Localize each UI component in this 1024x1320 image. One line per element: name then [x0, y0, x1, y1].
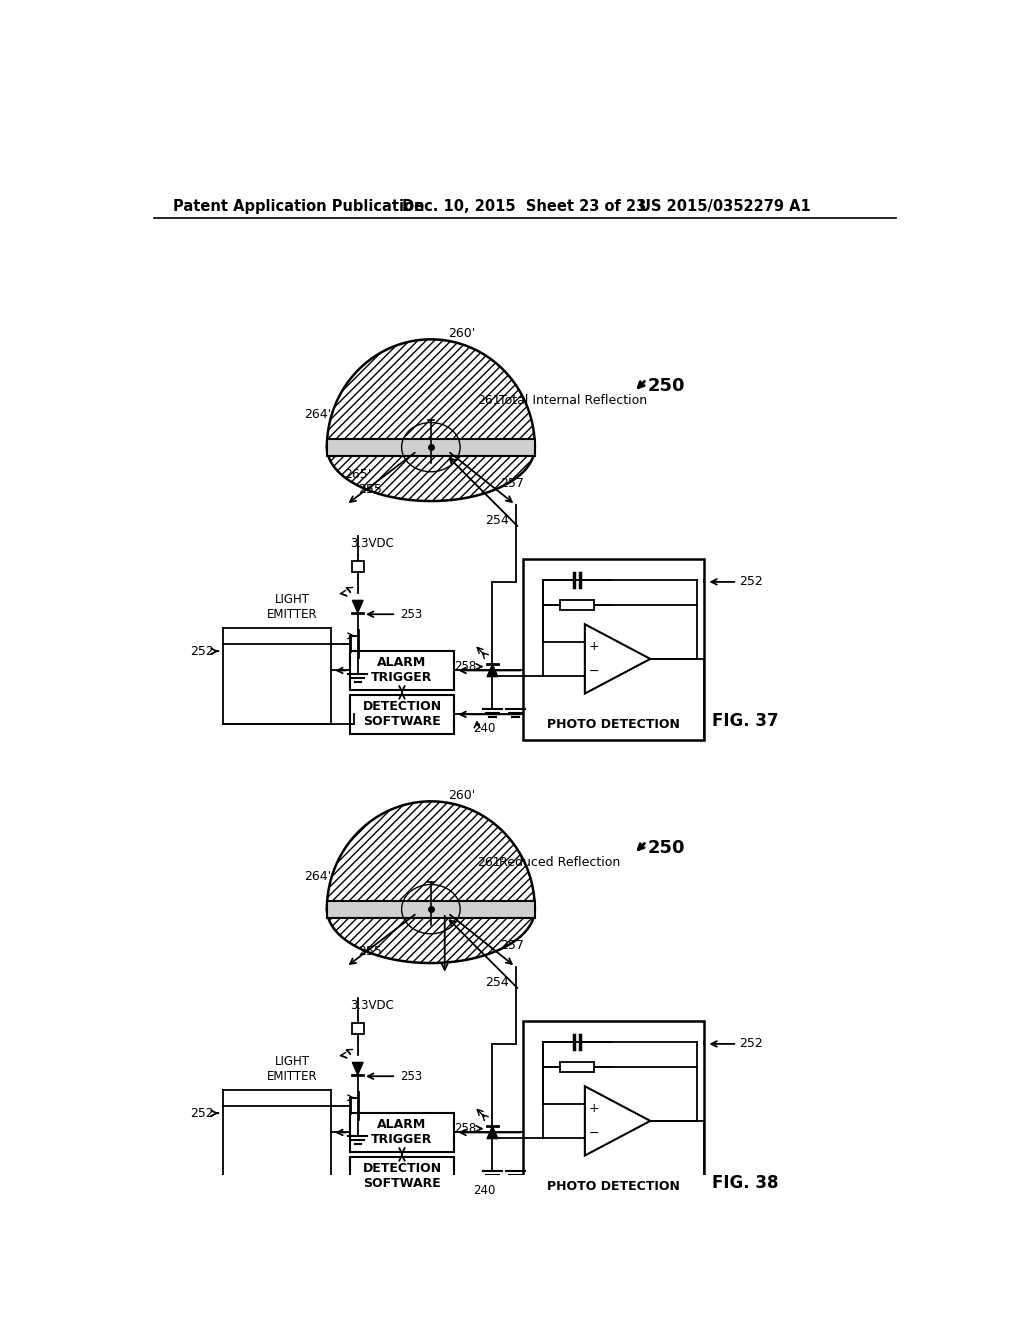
Bar: [350, 696, 454, 734]
Text: 252: 252: [190, 644, 214, 657]
Polygon shape: [352, 1063, 364, 1074]
Text: Reduced Reflection: Reduced Reflection: [490, 857, 621, 870]
Text: 3.3VDC: 3.3VDC: [350, 537, 394, 550]
Text: LIGHT
EMITTER: LIGHT EMITTER: [267, 1055, 317, 1082]
Text: 255: 255: [357, 945, 382, 958]
Text: DETECTION
SOFTWARE: DETECTION SOFTWARE: [362, 701, 441, 729]
Text: 258: 258: [454, 1122, 476, 1135]
Bar: [350, 651, 454, 689]
Bar: [559, 1063, 594, 1072]
Polygon shape: [585, 1086, 650, 1155]
Text: LIGHT
EMITTER: LIGHT EMITTER: [267, 593, 317, 620]
Text: 253: 253: [400, 607, 422, 620]
Text: PHOTO DETECTION: PHOTO DETECTION: [547, 718, 680, 731]
Text: 261': 261': [477, 395, 504, 408]
Text: DETECTION
SOFTWARE: DETECTION SOFTWARE: [362, 1163, 441, 1191]
Polygon shape: [585, 624, 650, 693]
Text: ALARM
TRIGGER: ALARM TRIGGER: [372, 1118, 433, 1147]
Text: 260': 260': [447, 789, 475, 803]
Text: 3.3VDC: 3.3VDC: [350, 999, 394, 1012]
Text: 255: 255: [357, 483, 382, 496]
Text: 257: 257: [500, 477, 524, 490]
Bar: [351, 561, 364, 573]
Polygon shape: [352, 601, 364, 612]
Text: 252: 252: [190, 1106, 214, 1119]
Text: Total Internal Reflection: Total Internal Reflection: [490, 395, 647, 408]
Polygon shape: [327, 909, 535, 964]
Bar: [351, 1023, 364, 1035]
Text: 261': 261': [477, 857, 504, 870]
Text: 257: 257: [500, 939, 524, 952]
Text: ALARM
TRIGGER: ALARM TRIGGER: [372, 656, 433, 685]
Text: 250: 250: [648, 838, 685, 857]
Text: Patent Application Publication: Patent Application Publication: [173, 198, 424, 214]
Polygon shape: [327, 447, 535, 502]
Polygon shape: [327, 339, 535, 447]
Text: 252: 252: [739, 576, 763, 589]
Text: 250: 250: [648, 376, 685, 395]
Text: +: +: [589, 1102, 599, 1115]
Text: 240: 240: [473, 1184, 496, 1197]
Text: +: +: [589, 640, 599, 653]
Text: −: −: [589, 1127, 599, 1140]
Text: FIG. 37: FIG. 37: [712, 711, 778, 730]
Bar: [350, 1113, 454, 1151]
Text: PHOTO DETECTION: PHOTO DETECTION: [547, 1180, 680, 1193]
Text: 240: 240: [473, 722, 496, 735]
Text: 254: 254: [484, 975, 509, 989]
Bar: [327, 438, 535, 455]
Bar: [327, 900, 535, 917]
Text: −: −: [589, 665, 599, 678]
Bar: [350, 1158, 454, 1196]
Text: 258: 258: [454, 660, 476, 673]
Text: 260': 260': [447, 327, 475, 341]
Text: FIG. 38: FIG. 38: [712, 1173, 778, 1192]
Bar: [523, 1020, 705, 1201]
Polygon shape: [327, 801, 535, 909]
Text: 253: 253: [400, 1069, 422, 1082]
Text: 264': 264': [304, 408, 331, 421]
Polygon shape: [487, 664, 498, 677]
Text: 265': 265': [345, 467, 372, 480]
Text: 264': 264': [304, 870, 331, 883]
Text: 252: 252: [739, 1038, 763, 1051]
Text: US 2015/0352279 A1: US 2015/0352279 A1: [639, 198, 811, 214]
Bar: [523, 558, 705, 739]
Polygon shape: [487, 1126, 498, 1139]
Text: Dec. 10, 2015  Sheet 23 of 23: Dec. 10, 2015 Sheet 23 of 23: [401, 198, 646, 214]
Text: 254: 254: [484, 513, 509, 527]
Bar: [559, 601, 594, 610]
